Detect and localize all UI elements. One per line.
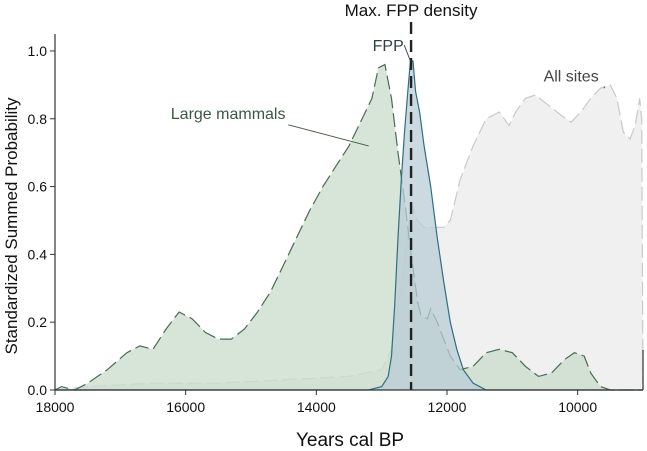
series-area-large-mammals <box>55 64 643 390</box>
y-tick-label: 0.4 <box>28 246 48 262</box>
annotation-fpp: FPP <box>373 38 404 55</box>
y-tick-label: 0.0 <box>28 382 48 398</box>
x-tick-label: 10000 <box>558 399 597 415</box>
axes <box>54 34 644 391</box>
series-line-fpp <box>55 60 643 391</box>
annotation-large-mammals: Large mammals <box>171 106 286 123</box>
max-fpp-density-label: Max. FPP density <box>345 1 478 20</box>
x-tick-label: 12000 <box>428 399 467 415</box>
series-area-all-sites <box>55 84 643 391</box>
annotation-leader-all-sites <box>603 86 606 89</box>
y-ticks: 0.0 0.2 0.4 0.6 0.8 1.0 <box>28 43 55 398</box>
y-tick-label: 0.6 <box>28 179 48 195</box>
annotation-all-sites: All sites <box>544 68 599 85</box>
y-tick-label: 1.0 <box>28 43 48 59</box>
annotations: All sites Large mammals FPP <box>171 38 606 147</box>
y-tick-label: 0.2 <box>28 314 48 330</box>
x-axis-label: Years cal BP <box>296 430 404 451</box>
x-ticks: 18000 16000 14000 12000 10000 <box>36 390 597 415</box>
x-tick-label: 16000 <box>166 399 205 415</box>
reference-line: Max. FPP density <box>345 1 478 390</box>
annotation-leader-fpp <box>403 44 411 62</box>
y-tick-label: 0.8 <box>28 111 48 127</box>
x-tick-label: 14000 <box>297 399 336 415</box>
x-tick-label: 18000 <box>36 399 75 415</box>
series-line-large-mammals <box>54 63 643 391</box>
annotation-leader-large-mammals <box>288 124 369 147</box>
y-axis-label: Standardized Summed Probability <box>2 97 21 355</box>
series-areas <box>54 60 644 391</box>
